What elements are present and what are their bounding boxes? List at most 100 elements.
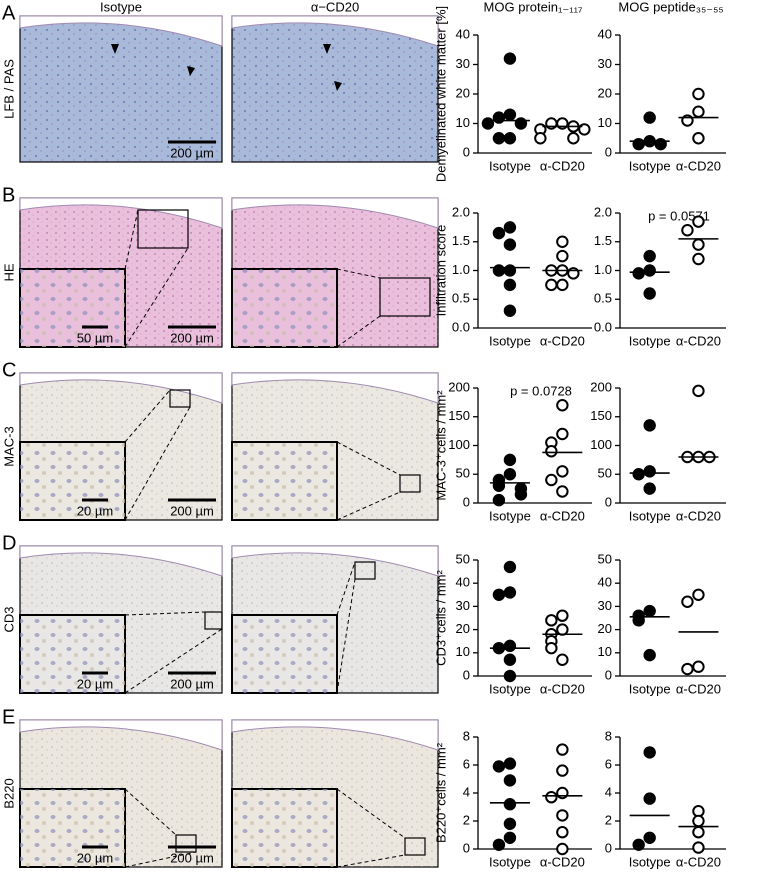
data-point [556, 842, 569, 856]
zoom-line [336, 561, 356, 616]
data-point [643, 792, 656, 805]
y-tick-label: 0.0 [594, 319, 612, 334]
y-tick-label: 6 [605, 756, 612, 771]
data-point [503, 817, 517, 830]
data-point [503, 586, 517, 599]
y-tick-label: 30 [598, 56, 612, 71]
data-point [692, 238, 705, 251]
inset-texture [232, 615, 337, 693]
scale-label: 200 µm [170, 850, 214, 865]
data-point [567, 132, 580, 145]
y-tick-label: 50 [456, 551, 470, 566]
data-point [503, 52, 517, 65]
data-point [632, 267, 645, 280]
data-point [503, 108, 517, 121]
data-point [556, 249, 569, 263]
zoom-line [124, 389, 171, 443]
chart-title: MOG protein₁₋₁₁₇ [484, 0, 583, 14]
inset-texture [232, 269, 337, 347]
data-point [503, 278, 517, 292]
data-point [556, 809, 569, 822]
y-tick-label: 1.5 [594, 233, 612, 248]
zoom-line [336, 441, 401, 476]
data-point [643, 831, 656, 844]
data-point [556, 764, 569, 777]
data-point [692, 87, 705, 101]
y-tick-label: 40 [598, 26, 612, 41]
data-point [556, 427, 569, 441]
data-point [681, 224, 694, 237]
y-tick-label: 20 [598, 621, 612, 636]
y-tick-label: 40 [456, 575, 470, 590]
zoom-box [354, 561, 376, 580]
x-tick-label: Isotype [629, 681, 671, 696]
zoom-line [124, 209, 139, 270]
inset-texture [20, 615, 125, 693]
data-point [692, 384, 705, 398]
tissue-edge [231, 719, 439, 751]
data-point [556, 399, 569, 412]
x-tick-label: Isotype [629, 333, 671, 348]
tissue-edge [19, 372, 223, 404]
data-point [692, 826, 705, 839]
y-tick-label: 30 [456, 598, 470, 613]
scale-label: 200 µm [170, 676, 214, 691]
data-point [492, 493, 506, 507]
x-tick-label: α-CD20 [540, 854, 585, 869]
y-tick-label: 0 [463, 840, 470, 855]
data-point [492, 226, 506, 240]
y-tick-label: 4 [463, 784, 470, 799]
y-tick-label: 8 [605, 728, 612, 743]
tissue-edge [19, 545, 223, 577]
panel-letter: A [2, 2, 16, 24]
stain-label: MAC-3 [1, 426, 16, 466]
y-tick-label: 0.5 [594, 291, 612, 306]
zoom-line [124, 788, 177, 836]
inset-scale-label: 20 µm [77, 503, 113, 518]
y-tick-label: 1.0 [452, 262, 470, 277]
tissue-edge [19, 15, 223, 47]
y-tick-label: 2.0 [594, 204, 612, 219]
y-tick-label: 20 [456, 85, 470, 100]
y-tick-label: 20 [456, 621, 470, 636]
y-tick-label: 30 [598, 598, 612, 613]
tissue-edge [19, 719, 223, 751]
y-tick-label: 150 [590, 408, 612, 423]
data-point [503, 221, 517, 234]
zoom-line [124, 247, 189, 348]
y-tick-label: 50 [456, 466, 470, 481]
data-point [692, 252, 705, 266]
data-point [556, 278, 569, 292]
zoom-box [175, 834, 197, 853]
data-point [503, 774, 517, 787]
tissue-edge [231, 545, 439, 577]
y-tick-label: 20 [598, 85, 612, 100]
y-tick-label: 2 [463, 812, 470, 827]
y-tick-label: 0 [605, 494, 612, 509]
data-point [503, 757, 517, 770]
x-tick-label: α-CD20 [540, 158, 585, 173]
y-tick-label: 2 [605, 812, 612, 827]
data-point [503, 238, 517, 251]
y-tick-label: 50 [598, 551, 612, 566]
chart-title: MOG peptide₃₅₋₅₅ [618, 0, 723, 14]
column-header: α−CD20 [311, 0, 359, 14]
arrowhead [334, 81, 342, 91]
inset-texture [20, 442, 125, 520]
x-tick-label: Isotype [629, 158, 671, 173]
data-point [692, 105, 705, 118]
data-point [503, 639, 517, 653]
stain-label: HE [1, 263, 16, 281]
data-point [643, 648, 656, 662]
y-tick-label: 50 [598, 466, 612, 481]
data-point [556, 786, 569, 800]
y-tick-label: 0 [605, 667, 612, 682]
micrograph-texture [232, 16, 438, 162]
micrograph-texture [20, 16, 222, 162]
data-point [503, 798, 517, 811]
y-tick-label: 0.5 [452, 291, 470, 306]
y-axis-label: Demyelinated white matter [%] [433, 6, 448, 182]
x-tick-label: α-CD20 [676, 158, 721, 173]
zoom-line [124, 628, 223, 694]
data-point [643, 482, 656, 495]
